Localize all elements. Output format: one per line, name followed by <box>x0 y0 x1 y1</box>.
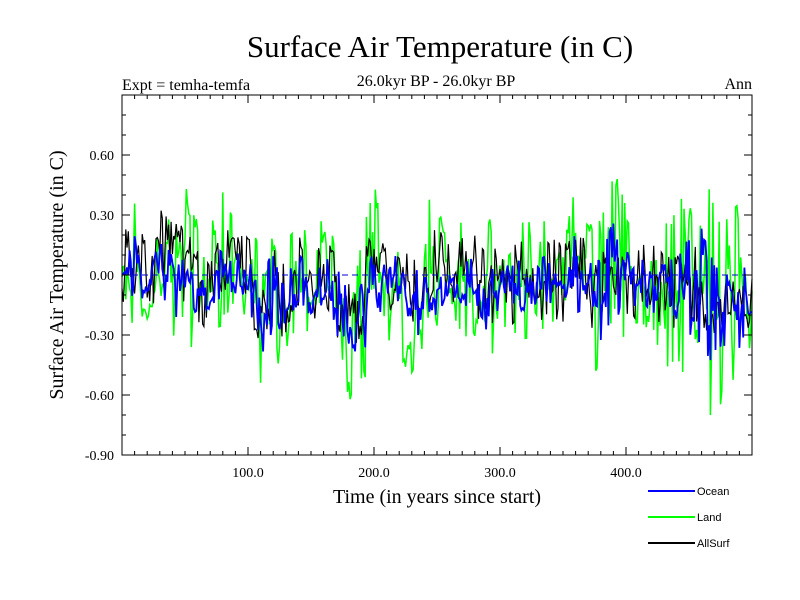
legend-label-ocean: Ocean <box>697 486 729 498</box>
ticks-layer: -0.90 -0.60 -0.30 0.00 0.30 0.60 100.0 200.0 300… <box>85 94 752 481</box>
legend-label-land: Land <box>697 512 721 524</box>
chart-title: Surface Air Temperature (in C) <box>247 29 633 64</box>
series-allsurf-line <box>121 210 753 343</box>
y-tick-label: 0.60 <box>90 149 115 164</box>
y-tick-label: -0.90 <box>85 449 114 464</box>
series-ocean-line <box>121 223 752 361</box>
y-tick-label: -0.30 <box>85 329 114 344</box>
x-tick-label: 200.0 <box>358 466 390 481</box>
y-tick-label: 0.30 <box>90 209 115 224</box>
x-axis-label: Time (in years since start) <box>333 486 541 508</box>
y-tick-label: 0.00 <box>90 269 115 284</box>
y-tick-label: -0.60 <box>85 389 114 404</box>
series-land-line <box>121 178 753 416</box>
x-tick-label: 300.0 <box>484 466 516 481</box>
y-axis-label: Surface Air Temperature (in C) <box>46 150 68 399</box>
x-tick-label: 100.0 <box>232 466 264 481</box>
legend: Ocean Land AllSurf <box>648 486 730 550</box>
experiment-label: Expt = temha-temfa <box>122 77 250 94</box>
series-layer <box>121 178 753 416</box>
legend-label-allsurf: AllSurf <box>697 538 730 550</box>
x-tick-label: 400.0 <box>610 466 642 481</box>
period-label: Ann <box>724 76 752 93</box>
chart-subtitle: 26.0kyr BP - 26.0kyr BP <box>357 73 516 90</box>
